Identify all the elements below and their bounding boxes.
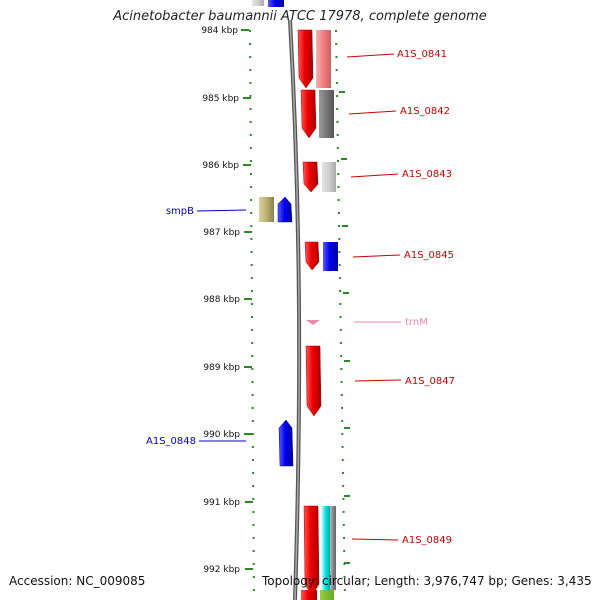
top-gray-block [252, 0, 264, 6]
accession-text: Accession: NC_009085 [9, 574, 146, 588]
leader-a1s-0843 [350, 173, 399, 178]
gene-a1s-0841-homolog [316, 30, 331, 88]
leader-a1s-0842 [348, 110, 397, 115]
ruler-tick-label: 989 kbp [203, 363, 240, 373]
leader-a1s-0849 [351, 538, 399, 541]
leader-a1s-0841 [346, 53, 395, 58]
ruler-tick-label: 987 kbp [203, 228, 240, 238]
gene-a1s-0849-homolog-cyan [322, 506, 330, 590]
gene-a1s-0849-homolog-slate [330, 506, 336, 590]
backbone-highlight [289, 19, 300, 600]
label-a1s-0841[interactable]: A1S_0841 [397, 49, 447, 60]
ruler-tick-label: 986 kbp [202, 161, 239, 171]
label-trnm[interactable]: trnM [405, 317, 428, 328]
gene-a1s-0845-homolog [323, 242, 338, 271]
gene-a1s-0847-arrow [305, 345, 322, 417]
ruler-tick-label: 988 kbp [203, 295, 240, 305]
label-a1s-0848[interactable]: A1S_0848 [146, 436, 196, 447]
gene-a1s-0843-arrow [302, 161, 319, 193]
ruler-tick-label: 991 kbp [203, 498, 240, 508]
map-title: Acinetobacter baumannii ATCC 17978, comp… [113, 9, 487, 24]
label-smpb[interactable]: smpB [166, 206, 194, 217]
genome-summary-text: Topology: circular; Length: 3,976,747 bp… [262, 574, 592, 588]
gene-a1s-0848-arrow [278, 419, 294, 467]
ruler-tick-0: 984 kbp [201, 26, 249, 36]
gene-a1s-0842-arrow [300, 89, 317, 139]
gene-a1s-0849-arrow [303, 505, 320, 597]
gene-a1s-0845-arrow [304, 241, 320, 271]
ruler-tick-1: 985 kbp [202, 94, 251, 104]
ruler-tick-label: 985 kbp [202, 94, 239, 104]
gene-smpb-homolog [259, 197, 274, 222]
ruler-tick-label: 990 kbp [203, 430, 240, 440]
ruler-tick-3: 987 kbp [203, 228, 252, 238]
label-a1s-0849[interactable]: A1S_0849 [402, 535, 452, 546]
gene-smpb-arrow [277, 196, 293, 223]
gene-a1s-0841-arrow [297, 29, 314, 89]
ruler-tick-5: 989 kbp [203, 363, 252, 373]
ruler-tick-6: 990 kbp [203, 430, 252, 440]
ruler-tick-8: 992 kbp [203, 565, 253, 575]
right-track-ticks [339, 91, 350, 564]
gene-a1s-0843-homolog [322, 162, 336, 192]
top-blue-block [268, 0, 284, 7]
label-a1s-0845[interactable]: A1S_0845 [404, 250, 454, 261]
ruler-tick-7: 991 kbp [203, 498, 253, 508]
leader-smpb [196, 209, 247, 212]
outer-track-left [249, 29, 255, 600]
label-a1s-0842[interactable]: A1S_0842 [400, 106, 450, 117]
bottom-green-block [320, 590, 334, 600]
leader-a1s-0847 [354, 379, 402, 382]
label-a1s-0847[interactable]: A1S_0847 [405, 376, 455, 387]
label-a1s-0843[interactable]: A1S_0843 [402, 169, 452, 180]
ruler-tick-label: 984 kbp [201, 26, 238, 36]
bottom-red-block [301, 590, 317, 600]
gene-trnm-marker [306, 320, 320, 325]
ruler-tick-2: 986 kbp [202, 161, 251, 171]
gene-a1s-0842-homolog [319, 90, 334, 138]
outer-track-right [335, 29, 346, 600]
ruler-tick-4: 988 kbp [203, 295, 252, 305]
leader-a1s-0845 [352, 254, 401, 258]
ruler-tick-label: 992 kbp [203, 565, 240, 575]
